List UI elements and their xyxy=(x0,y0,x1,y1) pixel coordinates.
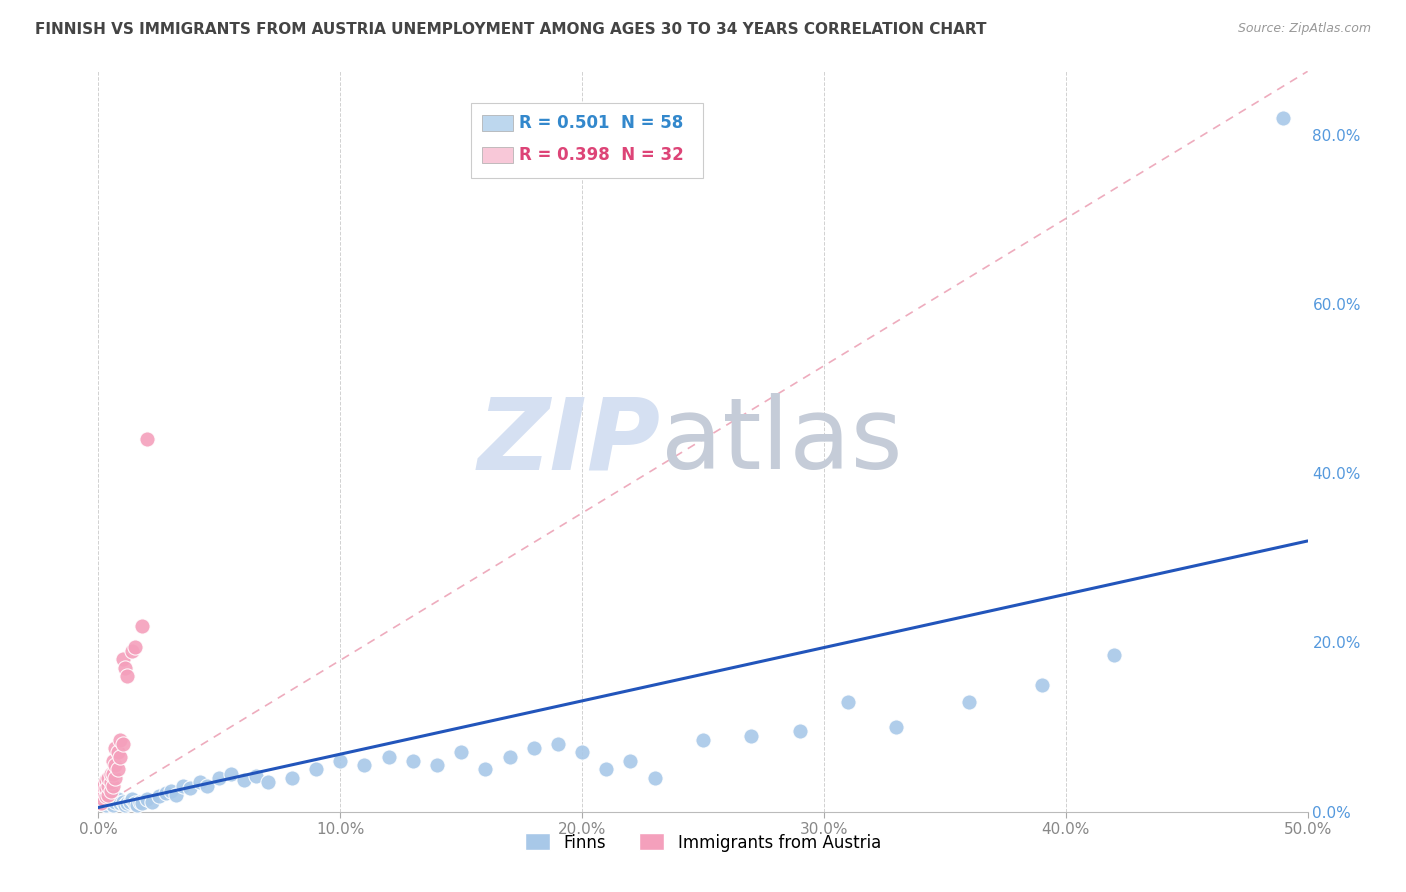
Point xyxy=(94,789,117,804)
Point xyxy=(108,732,131,747)
Point xyxy=(118,795,141,809)
Point xyxy=(165,788,187,802)
Point xyxy=(107,792,129,806)
Text: Source: ZipAtlas.com: Source: ZipAtlas.com xyxy=(1237,22,1371,36)
Point xyxy=(108,797,131,811)
Point xyxy=(131,797,153,811)
Point xyxy=(957,695,980,709)
Point xyxy=(172,780,194,794)
Point xyxy=(131,618,153,632)
Point xyxy=(91,792,114,806)
Point xyxy=(256,775,278,789)
Point xyxy=(90,788,112,802)
Point xyxy=(1031,678,1053,692)
Point xyxy=(104,771,127,785)
Text: R = 0.398  N = 32: R = 0.398 N = 32 xyxy=(519,146,683,164)
Point xyxy=(111,737,134,751)
Point xyxy=(155,786,177,800)
Point xyxy=(91,783,114,797)
Point xyxy=(221,766,243,780)
Point xyxy=(692,732,714,747)
Point xyxy=(377,749,399,764)
Point xyxy=(474,763,496,777)
Point xyxy=(195,780,218,794)
Point xyxy=(547,737,569,751)
Point xyxy=(595,763,617,777)
Point xyxy=(94,797,117,812)
Point xyxy=(107,763,129,777)
Point xyxy=(886,720,908,734)
Point xyxy=(121,644,143,658)
Point xyxy=(117,669,139,683)
Point xyxy=(97,771,120,785)
Point xyxy=(498,749,520,764)
Point xyxy=(402,754,425,768)
Point xyxy=(104,795,127,809)
Point xyxy=(837,695,859,709)
Point xyxy=(789,724,811,739)
Point xyxy=(91,792,114,806)
Text: ZIP: ZIP xyxy=(478,393,661,490)
Point xyxy=(97,788,120,802)
Point xyxy=(644,771,666,785)
Point xyxy=(148,789,170,804)
Point xyxy=(232,772,254,787)
Point xyxy=(305,763,328,777)
Point xyxy=(619,754,641,768)
Point xyxy=(135,792,157,806)
Point xyxy=(91,780,114,794)
Point xyxy=(245,769,267,783)
Point xyxy=(1272,111,1295,125)
Point xyxy=(101,766,124,780)
Point xyxy=(127,797,149,812)
Point xyxy=(135,433,157,447)
Point xyxy=(114,797,136,812)
Point xyxy=(450,746,472,760)
Point xyxy=(101,797,124,812)
Point xyxy=(121,792,143,806)
Point xyxy=(114,661,136,675)
Point xyxy=(94,772,117,787)
Point xyxy=(111,652,134,666)
Point xyxy=(128,795,150,809)
Point xyxy=(281,771,304,785)
Point xyxy=(100,797,122,811)
Point xyxy=(740,729,762,743)
Text: R = 0.501  N = 58: R = 0.501 N = 58 xyxy=(519,114,683,132)
Point xyxy=(188,775,211,789)
Point xyxy=(179,780,201,795)
Legend: Finns, Immigrants from Austria: Finns, Immigrants from Austria xyxy=(524,833,882,852)
Point xyxy=(97,780,120,794)
Point xyxy=(208,771,231,785)
Point xyxy=(329,754,352,768)
Point xyxy=(90,797,112,811)
Point xyxy=(100,775,122,789)
Point xyxy=(426,758,449,772)
Point xyxy=(104,758,127,772)
Point xyxy=(108,749,131,764)
Point xyxy=(523,741,546,756)
Point xyxy=(141,795,163,809)
Point xyxy=(160,783,183,797)
Point xyxy=(1102,648,1125,663)
Text: FINNISH VS IMMIGRANTS FROM AUSTRIA UNEMPLOYMENT AMONG AGES 30 TO 34 YEARS CORREL: FINNISH VS IMMIGRANTS FROM AUSTRIA UNEMP… xyxy=(35,22,987,37)
Point xyxy=(107,746,129,760)
Point xyxy=(124,797,146,811)
Text: atlas: atlas xyxy=(661,393,903,490)
Point xyxy=(353,758,375,772)
Point xyxy=(117,797,139,811)
Point xyxy=(97,795,120,809)
Point xyxy=(104,741,127,756)
Point xyxy=(571,746,593,760)
Point xyxy=(101,754,124,768)
Point xyxy=(124,640,146,654)
Point xyxy=(101,780,124,794)
Point xyxy=(100,783,122,797)
Point xyxy=(111,795,134,809)
Point xyxy=(100,766,122,780)
Point xyxy=(94,780,117,795)
Point xyxy=(90,797,112,811)
